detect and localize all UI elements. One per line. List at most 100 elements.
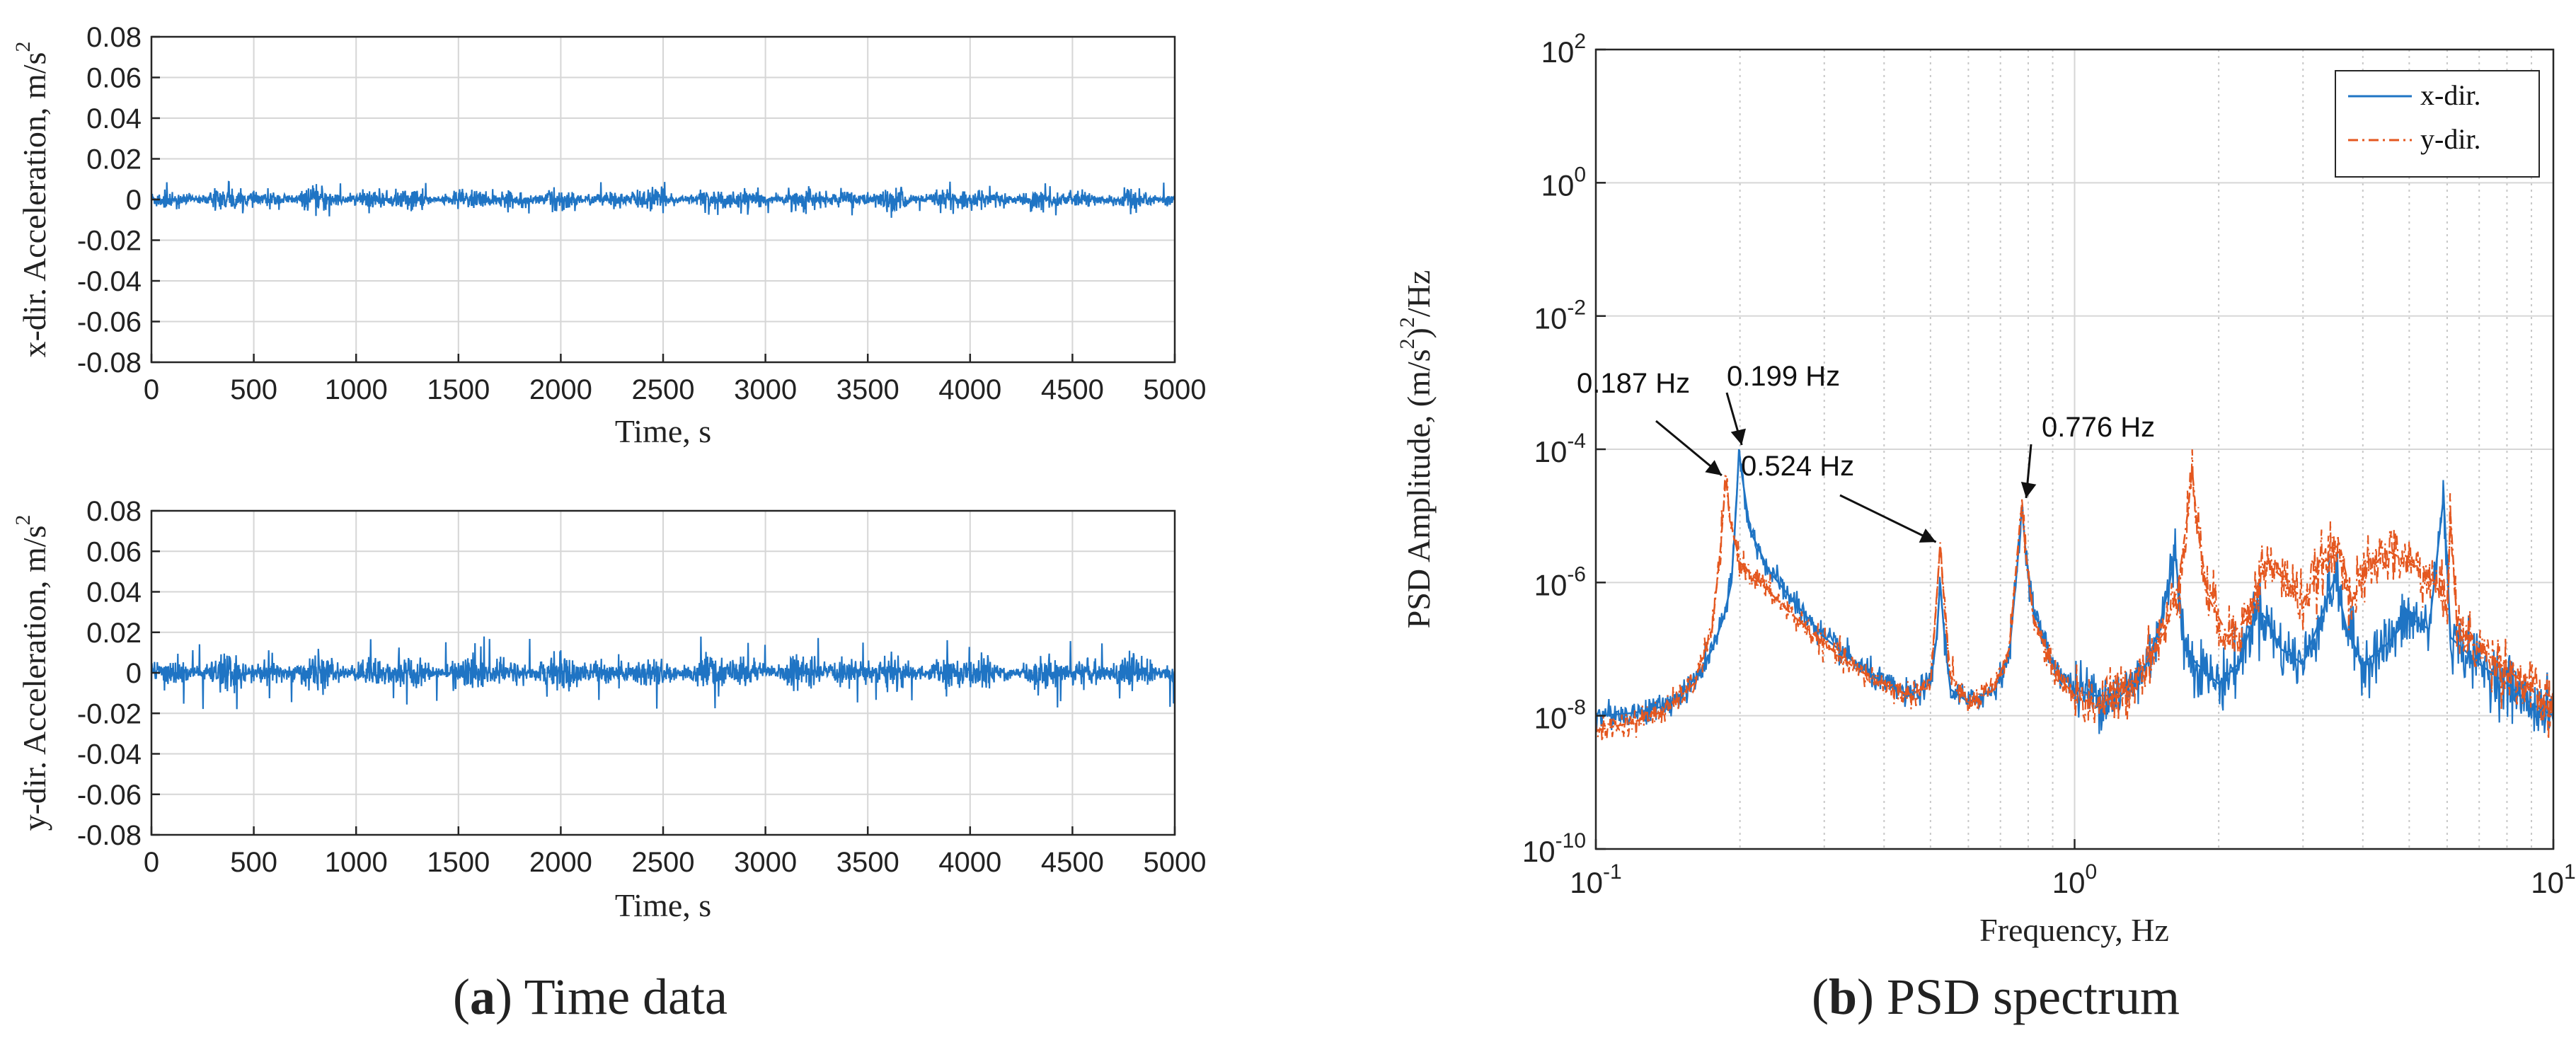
caption-b: (b) PSD spectrum <box>1812 969 2180 1025</box>
time-y-ytick-label-1: 0.06 <box>86 536 142 567</box>
time-x-chart: 0 500 1000 1500 2000 2500 3000 3500 4000 4500 5000… <box>11 22 1206 449</box>
psd-ytick-base-4: 10 <box>1534 568 1568 601</box>
time-y-xtick-label-3: 1500 <box>427 847 490 878</box>
psd-legend-label-1: y-dir. <box>2420 123 2481 155</box>
time-x-ytick-label-3: 0.02 <box>86 144 142 175</box>
time-y-ylabel: y-dir. Acceleration, m/s2 <box>11 515 52 831</box>
time-x-xtick-label-1: 500 <box>230 374 277 405</box>
psd-ytick-exp-4: -6 <box>1567 562 1586 586</box>
time-y-ytick-label-7: -0.06 <box>77 780 142 811</box>
time-x-ylabel-sup: 2 <box>11 42 35 52</box>
psd-series <box>1594 449 2555 742</box>
time-x-ytick-label-2: 0.04 <box>86 103 142 134</box>
time-x-ylabel-main: x-dir. Acceleration, m/s <box>16 52 52 358</box>
time-x-xtick-label-8: 4000 <box>938 374 1001 405</box>
time-y-ytick-label-3: 0.02 <box>86 618 142 649</box>
caption-b-text: PSD spectrum <box>1874 969 2180 1025</box>
psd-ytick-base-2: 10 <box>1534 302 1568 335</box>
psd-ylabel-mid: ) <box>1401 328 1437 338</box>
time-x-series-line <box>150 180 1176 218</box>
time-y-xtick-label-0: 0 <box>144 847 159 878</box>
psd-legend-box <box>2335 70 2540 178</box>
psd-series-envelope-x-dir <box>1595 449 2554 717</box>
time-y-ytick-label-6: -0.04 <box>77 739 142 770</box>
time-y-ytick-label-2: 0.04 <box>86 577 142 608</box>
time-y-yticks: 0.08 0.06 0.04 0.02 0 -0.02 -0.04 -0.06 -0.08 <box>77 496 160 851</box>
time-y-xtick-label-2: 1000 <box>325 847 388 878</box>
psd-ytick-base-6: 10 <box>1522 835 1556 868</box>
psd-annotation-label-3: 0.776 Hz <box>2042 412 2155 443</box>
time-y-xtick-label-10: 5000 <box>1144 847 1207 878</box>
time-x-ytick-label-8: -0.08 <box>77 347 142 379</box>
time-x-ytick-label-6: -0.04 <box>77 266 142 297</box>
psd-annotation-arrow-head-2 <box>1919 528 1936 543</box>
time-x-xtick-label-5: 2500 <box>632 374 695 405</box>
time-x-xtick-label-10: 5000 <box>1144 374 1207 405</box>
psd-ytick-exp-1: 0 <box>1574 163 1586 186</box>
psd-xtick-exp-2: 1 <box>2564 860 2576 884</box>
psd-series-y-dir <box>1594 449 2555 742</box>
psd-ytick-exp-5: -8 <box>1567 696 1586 720</box>
psd-ytick-exp-2: -2 <box>1567 296 1586 320</box>
psd-series-x-dir <box>1594 450 2555 734</box>
psd-xtick-label-1: 100 <box>2052 860 2097 899</box>
time-y-xticks: 0 500 1000 1500 2000 2500 3000 3500 4000 4500 5000 <box>144 826 1207 878</box>
time-y-ytick-label-8: -0.08 <box>77 820 142 851</box>
time-x-xtick-label-9: 4500 <box>1041 374 1104 405</box>
psd-series-envelope-y-dir <box>1595 469 2554 732</box>
psd-xtick-label-2: 101 <box>2531 860 2575 899</box>
time-y-ytick-label-0: 0.08 <box>86 496 142 527</box>
psd-xtick-exp-0: -1 <box>1603 860 1622 884</box>
psd-annotation-label-1: 0.199 Hz <box>1727 361 1840 392</box>
psd-ytick-label-4: 10-6 <box>1534 562 1586 601</box>
psd-ytick-label-3: 10-4 <box>1534 429 1586 468</box>
time-x-xtick-label-7: 3500 <box>836 374 899 405</box>
psd-annotation-label-2: 0.524 Hz <box>1741 451 1854 482</box>
psd-xtick-base-0: 10 <box>1570 866 1603 899</box>
time-x-ytick-label-5: -0.02 <box>77 226 142 257</box>
psd-ytick-base-3: 10 <box>1534 435 1568 468</box>
caption-a-text: Time data <box>512 969 728 1025</box>
psd-ytick-label-6: 10-10 <box>1522 829 1586 868</box>
psd-annotation-label-0: 0.187 Hz <box>1577 368 1690 399</box>
time-x-ytick-label-7: -0.06 <box>77 307 142 338</box>
psd-legend: x-dir. y-dir. <box>2335 70 2540 178</box>
time-y-ylabel-main: y-dir. Acceleration, m/s <box>16 526 52 831</box>
time-y-ytick-label-5: -0.02 <box>77 698 142 729</box>
time-y-xtick-label-5: 2500 <box>632 847 695 878</box>
time-y-xtick-label-4: 2000 <box>529 847 592 878</box>
time-y-xtick-label-7: 3500 <box>836 847 899 878</box>
caption-a-label: a <box>469 969 495 1025</box>
time-y-chart: 0 500 1000 1500 2000 2500 3000 3500 4000 4500 5000… <box>11 496 1206 923</box>
time-x-yticks: 0.08 0.06 0.04 0.02 0 -0.02 -0.04 -0.06 -0.08 <box>77 22 160 379</box>
psd-ytick-base-0: 10 <box>1541 35 1575 69</box>
psd-ylabel-end: /Hz <box>1401 270 1437 317</box>
time-y-xtick-label-9: 4500 <box>1041 847 1104 878</box>
psd-legend-label-0: x-dir. <box>2420 79 2481 111</box>
time-y-series <box>150 636 1176 710</box>
time-x-ylabel: x-dir. Acceleration, m/s2 <box>11 42 52 358</box>
psd-annotation-arrow-head-0 <box>1705 460 1722 475</box>
time-x-xlabel: Time, s <box>615 413 711 449</box>
psd-ytick-exp-3: -4 <box>1567 429 1586 453</box>
psd-ytick-label-1: 100 <box>1541 163 1586 202</box>
time-y-series-line <box>150 636 1176 710</box>
time-y-ylabel-sup: 2 <box>11 515 35 526</box>
psd-ylabel-main: PSD Amplitude, (m/s <box>1401 349 1437 628</box>
time-x-xtick-label-3: 1500 <box>427 374 490 405</box>
time-y-ytick-label-4: 0 <box>126 658 142 689</box>
psd-ytick-label-2: 10-2 <box>1534 296 1586 335</box>
time-x-ytick-label-0: 0.08 <box>86 22 142 53</box>
time-y-xtick-label-1: 500 <box>230 847 277 878</box>
psd-annotation-arrow-head-1 <box>1730 428 1746 445</box>
time-x-ytick-label-1: 0.06 <box>86 63 142 94</box>
psd-xtick-base-2: 10 <box>2531 866 2564 899</box>
time-y-xtick-label-8: 4000 <box>938 847 1001 878</box>
time-x-xtick-label-4: 2000 <box>529 374 592 405</box>
time-x-series <box>150 180 1176 218</box>
time-x-ytick-label-4: 0 <box>126 185 142 216</box>
time-x-xticks: 0 500 1000 1500 2000 2500 3000 3500 4000 4500 5000 <box>144 354 1207 405</box>
